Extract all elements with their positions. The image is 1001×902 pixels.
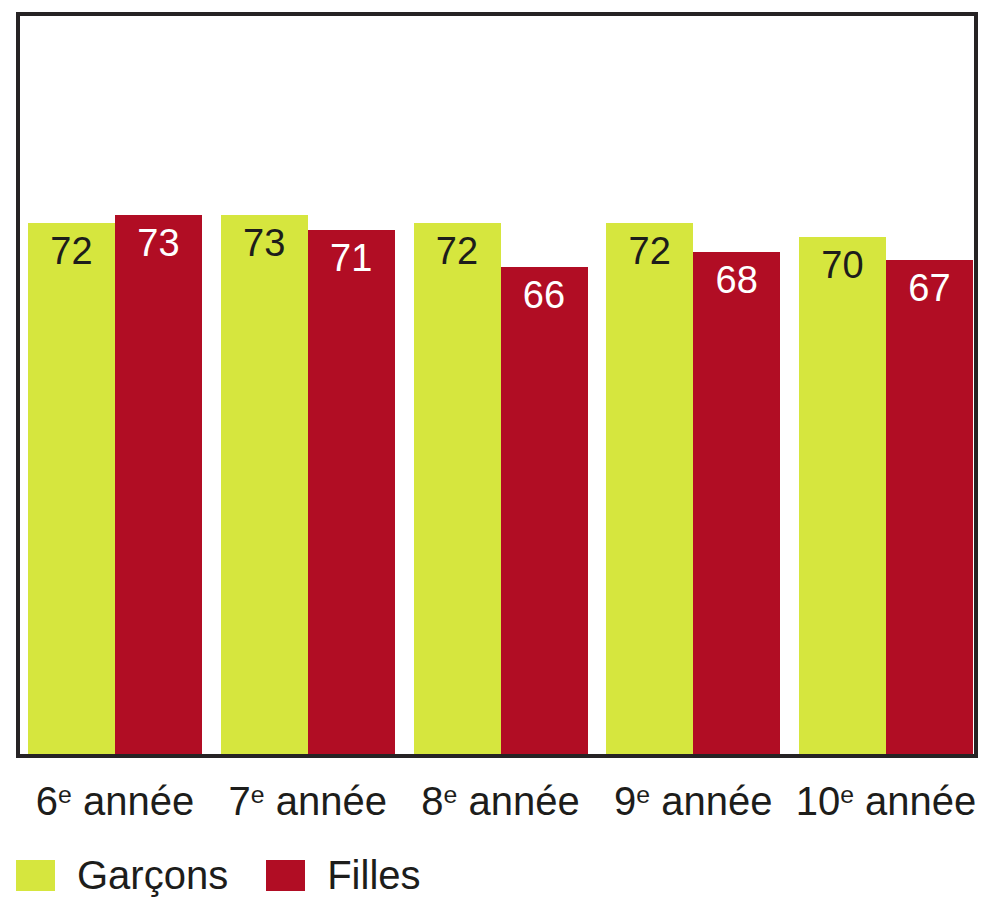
legend-item-filles: Filles (266, 855, 420, 895)
x-axis-label-text: année (457, 779, 579, 823)
bar-garcons-4: 70 (799, 237, 886, 754)
legend: Garçons Filles (16, 855, 459, 895)
bar-filles-1: 71 (308, 230, 395, 754)
x-axis-label-ordinal: e (840, 781, 854, 808)
x-axis-label-text: année (854, 779, 976, 823)
x-axis-label-number: 8 (421, 779, 443, 823)
bar-value-label: 72 (414, 223, 501, 270)
bar-value-label: 68 (693, 252, 780, 299)
x-axis-label-number: 9 (614, 779, 636, 823)
chart-canvas: 72737371726672687067 6e année7e année8e … (0, 0, 1001, 902)
bar-value-label: 67 (886, 260, 973, 307)
bar-value-label: 73 (115, 215, 202, 262)
plot-area: 72737371726672687067 (20, 16, 974, 754)
legend-item-garcons: Garçons (16, 855, 228, 895)
bar-value-label: 72 (606, 223, 693, 270)
x-axis-label-text: année (265, 779, 387, 823)
x-axis: 6e année7e année8e année9e année10e anné… (20, 778, 974, 830)
x-axis-label-text: année (650, 779, 772, 823)
legend-label-garcons: Garçons (77, 855, 228, 895)
bar-filles-3: 68 (693, 252, 780, 754)
x-axis-label-number: 7 (229, 779, 251, 823)
legend-swatch-garcons (16, 860, 55, 891)
x-axis-label-number: 6 (36, 779, 58, 823)
bar-filles-4: 67 (886, 260, 973, 754)
x-axis-label-ordinal: e (251, 781, 265, 808)
plot-frame: 72737371726672687067 (16, 12, 978, 758)
bar-value-label: 70 (799, 237, 886, 284)
bar-filles-2: 66 (501, 267, 588, 754)
bar-value-label: 71 (308, 230, 395, 277)
x-axis-label-ordinal: e (636, 781, 650, 808)
x-axis-label-number: 10 (796, 779, 841, 823)
bar-garcons-1: 73 (221, 215, 308, 754)
x-axis-label-text: année (72, 779, 194, 823)
legend-swatch-filles (266, 860, 305, 891)
bar-garcons-0: 72 (28, 223, 115, 754)
bar-filles-0: 73 (115, 215, 202, 754)
bar-garcons-3: 72 (606, 223, 693, 754)
x-axis-label-ordinal: e (444, 781, 458, 808)
x-axis-label: 10e année (766, 778, 1001, 824)
legend-label-filles: Filles (327, 855, 420, 895)
bar-garcons-2: 72 (414, 223, 501, 754)
x-axis-label-ordinal: e (58, 781, 72, 808)
bar-value-label: 66 (501, 267, 588, 314)
bar-value-label: 73 (221, 215, 308, 262)
bar-value-label: 72 (28, 223, 115, 270)
